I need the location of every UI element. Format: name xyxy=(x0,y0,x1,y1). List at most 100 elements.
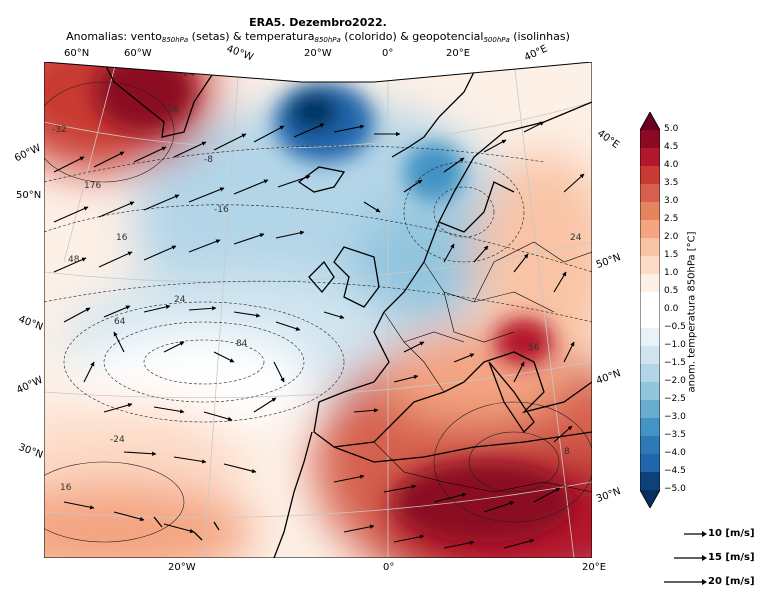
contour-label: 16 xyxy=(60,483,72,493)
colorbar-tick-label: 0.0 xyxy=(664,304,679,314)
colorbar-tick-label: 2.0 xyxy=(664,232,679,242)
legend-arrow-20 xyxy=(664,579,707,585)
colorbar-tick-label: 1.0 xyxy=(664,268,679,278)
label-lon-bottom-20w: 20°W xyxy=(168,562,196,573)
colorbar-extend-max xyxy=(640,112,660,130)
label-lon-top-40e: 40°E xyxy=(522,43,550,64)
contour-label: 64 xyxy=(114,317,126,327)
contour-label: 48 xyxy=(68,255,80,265)
label-left-60w: 60°W xyxy=(12,142,43,165)
label-left-40w: 40°W xyxy=(14,374,45,397)
figure-subtitle: Anomalias: vento850hPa (setas) & tempera… xyxy=(0,30,636,44)
contour-label: 24 xyxy=(174,295,186,305)
colorbar-tick-label: 3.5 xyxy=(664,178,679,188)
contour-label: -32 xyxy=(52,125,67,135)
colorbar-swatch xyxy=(640,382,660,401)
colorbar-swatch xyxy=(640,274,660,293)
label-lon-top-20w: 20°W xyxy=(304,48,332,59)
country-borders xyxy=(373,241,592,493)
colorbar-swatch xyxy=(640,454,660,473)
colorbar-tick-label: 1.5 xyxy=(664,250,679,260)
subtitle-wind: (setas) & temperatura xyxy=(188,30,315,43)
legend-label-10: 10 [m/s] xyxy=(708,528,755,539)
subtitle-sub-geo: 500hPa xyxy=(483,36,510,44)
colorbar-title: anom. temperatura 850hPa [°C] xyxy=(686,231,698,393)
label-lat-top-60n: 60°N xyxy=(64,48,90,59)
colorbar-tick-label: −2.5 xyxy=(664,394,686,404)
legend-arrow-15 xyxy=(674,555,707,561)
subtitle-sub-temp: 850hPa xyxy=(314,36,341,44)
graticule xyxy=(44,62,592,558)
contour-label: -8 xyxy=(204,155,213,165)
contour-labels: -24 -16 -32 176 16 48 -8 -16 24 64 84 -2… xyxy=(52,69,582,493)
colorbar xyxy=(640,112,660,508)
anomaly-map: -24 -16 -32 176 16 48 -8 -16 24 64 84 -2… xyxy=(44,62,592,558)
geopotential-contours-positive xyxy=(44,81,592,543)
contour-label: -16 xyxy=(214,205,229,215)
subtitle-prefix: Anomalias: vento xyxy=(66,30,162,43)
colorbar-swatch xyxy=(640,130,660,149)
colorbar-tick-label: −1.0 xyxy=(664,340,686,350)
colorbar-tick-label: −3.5 xyxy=(664,430,686,440)
legend-label-15: 15 [m/s] xyxy=(708,552,755,563)
colorbar-swatch xyxy=(640,256,660,275)
colorbar-tick-label: −1.5 xyxy=(664,358,686,368)
subtitle-geo: (isolinhas) xyxy=(509,30,570,43)
colorbar-tick-label: −2.0 xyxy=(664,376,686,386)
label-right-40n: 40°N xyxy=(594,368,623,387)
colorbar-extend-min xyxy=(640,490,660,508)
legend-arrow-10 xyxy=(684,531,707,537)
contour-label: 16 xyxy=(116,233,128,243)
subtitle-temp: (colorido) & geopotencial xyxy=(340,30,484,43)
subtitle-sub-wind: 850hPa xyxy=(161,36,189,44)
colorbar-swatch xyxy=(640,148,660,167)
colorbar-tick-label: −0.5 xyxy=(664,322,686,332)
colorbar-tick-label: −5.0 xyxy=(664,484,686,494)
colorbar-swatch xyxy=(640,364,660,383)
contour-label: -24 xyxy=(180,69,195,79)
figure-title: ERA5. Dezembro2022. xyxy=(249,16,387,29)
label-lon-bottom-0: 0° xyxy=(383,562,395,573)
label-left-40n: 40°N xyxy=(16,314,45,333)
colorbar-swatch xyxy=(640,400,660,419)
colorbar-tick-label: 0.5 xyxy=(664,286,679,296)
colorbar-swatch xyxy=(640,418,660,437)
colorbar-tick-label: −4.0 xyxy=(664,448,686,458)
coastlines xyxy=(103,62,592,558)
contour-label: -16 xyxy=(164,105,179,115)
colorbar-tick-label: 5.0 xyxy=(664,124,679,134)
contour-label: 24 xyxy=(570,233,582,243)
legend-label-20: 20 [m/s] xyxy=(708,576,755,587)
label-lon-top-60w: 60°W xyxy=(124,48,152,59)
colorbar-tick-label: −4.5 xyxy=(664,466,686,476)
colorbar-swatch xyxy=(640,238,660,257)
colorbar-swatch xyxy=(640,220,660,239)
colorbar-tick-label: 4.0 xyxy=(664,160,679,170)
wind-anomaly-arrows xyxy=(53,121,585,549)
colorbar-swatch xyxy=(640,310,660,329)
colorbar-swatch xyxy=(640,436,660,455)
contour-label: 8 xyxy=(564,447,570,457)
label-left-30n: 30°N xyxy=(16,442,45,461)
colorbar-swatch xyxy=(640,346,660,365)
label-right-40e: 40°E xyxy=(595,128,622,151)
contour-label: 56 xyxy=(528,343,540,353)
colorbar-swatch xyxy=(640,328,660,347)
label-lon-top-0: 0° xyxy=(382,48,394,59)
colorbar-tick-label: 4.5 xyxy=(664,142,679,152)
contour-label: 84 xyxy=(236,339,248,349)
colorbar-swatch xyxy=(640,184,660,203)
colorbar-tick-label: 2.5 xyxy=(664,214,679,224)
label-lon-top-40w: 40°W xyxy=(224,43,255,64)
contour-label: -24 xyxy=(110,435,125,445)
label-lon-top-20e: 20°E xyxy=(446,48,471,59)
label-lon-bottom-20e: 20°E xyxy=(582,562,607,573)
contour-label: 176 xyxy=(84,181,101,191)
colorbar-swatch xyxy=(640,166,660,185)
temperature-anomaly-field xyxy=(44,62,592,558)
colorbar-swatch xyxy=(640,202,660,221)
label-right-50n: 50°N xyxy=(594,252,623,271)
label-left-50n: 50°N xyxy=(16,190,42,201)
colorbar-tick-label: −3.0 xyxy=(664,412,686,422)
colorbar-swatch xyxy=(640,292,660,311)
